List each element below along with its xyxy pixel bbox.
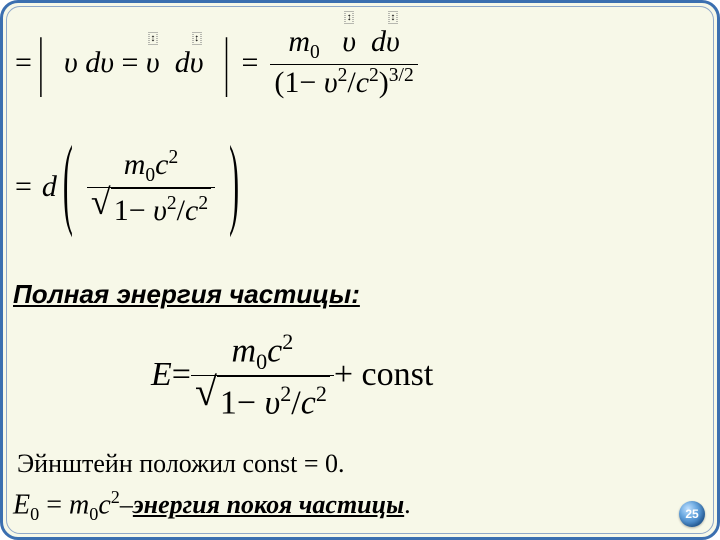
sym-m: m (124, 148, 146, 181)
sym-v: υ (342, 25, 356, 58)
page-number: 25 (685, 507, 698, 521)
eq1-abs-left: | (38, 25, 44, 100)
vec-icon: ↕ (192, 32, 201, 45)
sym-plus-const: + const (334, 356, 433, 394)
sym-m-sub: 0 (89, 504, 98, 524)
page-number-badge: 25 (679, 501, 705, 527)
sqrt-icon: √ (91, 188, 111, 216)
formula-energy: E = m0c2 √ 1− υ2/c2 + const (151, 329, 433, 420)
sym-d: d (371, 25, 386, 58)
sym-m: m (232, 332, 257, 369)
eq1-den-exp: 3/2 (389, 65, 414, 86)
slide-frame: = | υ dυ = ↕υ d↕υ | = m0 ↕υ d↕υ (1− υ2/c… (0, 0, 720, 540)
formula-eq1: = | υ dυ = ↕υ d↕υ | = m0 ↕υ d↕υ (1− υ2/c… (15, 25, 418, 100)
sym-E0-sub: 0 (30, 504, 39, 524)
formula-eq2: = d ( m0c2 √ 1− υ2/c2 ) (15, 147, 239, 226)
vec-icon: ↕ (148, 32, 157, 45)
vec-icon: ↕ (388, 11, 397, 24)
eq1-abs-right: | (223, 25, 229, 100)
sym-eq: = (172, 356, 191, 394)
sym-m: m (69, 489, 89, 520)
sym-c-sup: 2 (282, 329, 293, 354)
sym-v2: υ (386, 25, 400, 58)
sym-m-sub: 0 (256, 349, 267, 374)
sym-c: c (267, 332, 282, 369)
sym-c-sup: 2 (111, 487, 120, 507)
sym-m: m (288, 25, 310, 58)
sym-m-sub: 0 (145, 165, 155, 186)
sym-eq: = (46, 489, 69, 520)
eq1-equals: = (15, 46, 32, 80)
heading-total-energy: Полная энергия частицы: (13, 279, 360, 310)
sym-E0: E (13, 489, 30, 520)
rest-energy-label: энергия покоя частицы (133, 490, 404, 520)
sym-c-sup: 2 (168, 147, 178, 168)
sym-c: c (155, 148, 168, 181)
vec-icon: ↕ (345, 11, 354, 24)
period: . (404, 490, 411, 520)
text-rest-energy: E0 = m0c2 – энергия покоя частицы. (13, 487, 411, 525)
dash: – (120, 490, 133, 520)
slide-content: = | υ dυ = ↕υ d↕υ | = m0 ↕υ d↕υ (1− υ2/c… (13, 9, 707, 529)
sym-c: c (98, 489, 110, 520)
eq2-fraction: m0c2 √ 1− υ2/c2 (87, 147, 215, 226)
sym-m-sub: 0 (310, 42, 320, 63)
eq1-abs-content: υ dυ = ↕υ d↕υ (50, 46, 218, 80)
text-einstein: Эйнштейн положил const = 0. (17, 449, 345, 479)
formula-rest-energy: E0 = m0c2 (13, 487, 120, 525)
sym-E: E (151, 356, 172, 394)
sqrt-icon: √ (195, 376, 217, 408)
energy-fraction: m0c2 √ 1− υ2/c2 (191, 329, 334, 420)
eq1-rhs-fraction: m0 ↕υ d↕υ (1− υ2/c2)3/2 (270, 25, 417, 100)
